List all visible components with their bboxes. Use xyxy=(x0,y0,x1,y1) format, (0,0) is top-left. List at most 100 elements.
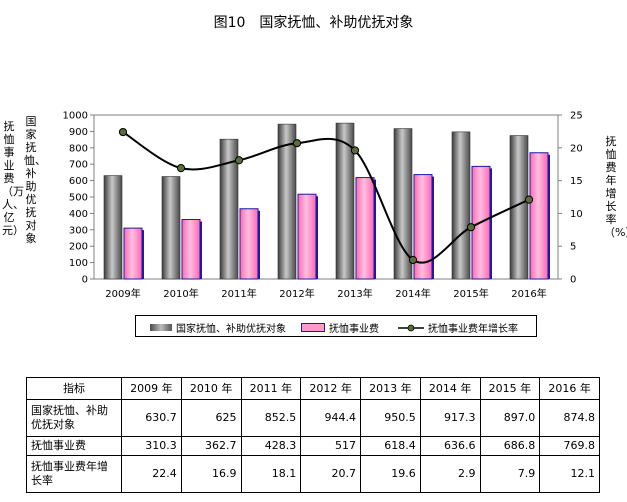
y-left-tick-label: 600 xyxy=(69,176,88,187)
y-right-tick-label: 5 xyxy=(570,242,576,253)
bar-expenditure xyxy=(181,219,201,280)
y-left-tick-label: 400 xyxy=(69,209,88,220)
growth-point xyxy=(408,255,418,265)
table-cell: 917.3 xyxy=(419,398,481,437)
bar-expenditure xyxy=(529,152,549,280)
legend-swatch-pink xyxy=(301,323,325,332)
series-bars-expenditure xyxy=(123,152,550,280)
table-cell: 686.8 xyxy=(479,435,541,456)
bar-pensioners xyxy=(219,138,239,280)
legend-item-growth: 抚恤事业费年增长率 xyxy=(398,320,518,335)
table-cell: 630.7 xyxy=(121,398,182,437)
bar-pensioners xyxy=(451,131,471,280)
table-header-cell: 2011 年 xyxy=(240,377,302,400)
y-right-axis-label: 抚恤费年增长率（%） xyxy=(604,135,627,239)
y-right-tick-label: 0 xyxy=(570,275,576,286)
legend-swatch-gray xyxy=(150,324,172,331)
y-left-tick-label: 0 xyxy=(82,275,88,286)
figure-title: 图10 国家抚恤、补助优抚对象 xyxy=(213,15,414,31)
table-cell: 18.1 xyxy=(240,454,302,494)
table-cell: 874.8 xyxy=(539,398,600,437)
legend-label-growth: 抚恤事业费年增长率 xyxy=(428,324,518,335)
table-cell: 944.4 xyxy=(300,398,361,437)
bar-pensioners xyxy=(103,175,123,280)
growth-line xyxy=(122,131,530,264)
table-header-cell: 2014 年 xyxy=(419,377,481,400)
y-left-tick-label: 900 xyxy=(69,127,88,138)
y-left-tick-label: 100 xyxy=(69,258,88,269)
bar-expenditure xyxy=(123,227,143,280)
data-table: 指标 2009 年 2010 年 2011 年 2012 年 2013 年 20… xyxy=(26,377,600,494)
series-bars-pensioners xyxy=(103,122,529,280)
table-cell: 362.7 xyxy=(180,435,242,456)
table-cell: 16.9 xyxy=(180,454,242,494)
y-right-tick-label: 15 xyxy=(570,176,583,187)
bar-expenditure xyxy=(413,174,433,280)
bar-pensioners xyxy=(277,123,297,280)
growth-point xyxy=(118,127,128,137)
chart-area: 2009年 2010年 2011年 2012年 2013年 2014年 2015年 2016年… xyxy=(63,111,583,301)
table-header-cell: 2016 年 xyxy=(539,377,600,400)
table-cell: 19.6 xyxy=(360,454,421,494)
x-axis-ticks: 2009年 2010年 2011年 2012年 2013年 2014年 2015年 2016年 xyxy=(105,287,546,300)
y-left-axis-label: 国家抚恤、补助优抚对象 xyxy=(24,115,46,245)
legend-item-pensioners: 国家抚恤、补助优抚对象 xyxy=(150,320,286,335)
y-right-tick-label: 25 xyxy=(570,111,583,122)
table-cell: 852.5 xyxy=(240,398,302,437)
legend-line-marker-icon xyxy=(398,324,424,331)
table-cell: 618.4 xyxy=(360,435,421,456)
y-left-tick-label: 200 xyxy=(69,242,88,253)
table-row: 抚恤事业费 310.3 362.7 428.3 517 618.4 636.6 … xyxy=(26,435,600,456)
table-row-name: 抚恤事业费 xyxy=(26,435,122,456)
table-cell: 22.4 xyxy=(121,454,182,494)
table-row: 国家抚恤、补助优抚对象 630.7 625 852.5 944.4 950.5 … xyxy=(26,398,600,437)
x-tick-label: 2016年 xyxy=(511,287,546,300)
table-cell: 7.9 xyxy=(479,454,541,494)
y-left-tick-label: 500 xyxy=(69,193,88,204)
y-right-axis-ticks: 0 5 10 15 20 25 xyxy=(558,111,583,286)
table-cell: 636.6 xyxy=(419,435,481,456)
y-right-tick-label: 20 xyxy=(570,143,583,154)
x-tick-label: 2014年 xyxy=(395,287,430,300)
table-cell: 310.3 xyxy=(121,435,182,456)
y-left-axis-ticks: 0 100 200 300 400 500 600 700 800 900 1000 xyxy=(63,111,94,286)
bar-pensioners xyxy=(509,135,529,280)
table-cell: 20.7 xyxy=(300,454,361,494)
chart-legend: 国家抚恤、补助优抚对象 抚恤事业费 抚恤事业费年增长率 xyxy=(135,315,537,337)
table-row: 抚恤事业费年增长率 22.4 16.9 18.1 20.7 19.6 2.9 7… xyxy=(26,454,600,494)
table-cell: 2.9 xyxy=(419,454,481,494)
growth-point xyxy=(234,156,244,165)
legend-item-expenditure: 抚恤事业费 xyxy=(301,320,379,335)
y-right-tick-label: 10 xyxy=(570,209,583,220)
table-header-cell: 2009 年 xyxy=(121,377,182,400)
table-cell: 897.0 xyxy=(479,398,541,437)
table-header-cell: 2013 年 xyxy=(360,377,421,400)
growth-point xyxy=(350,146,360,155)
table-cell: 517 xyxy=(300,435,361,456)
y-left-tick-label: 1000 xyxy=(63,111,88,122)
growth-point xyxy=(524,195,534,204)
y-left-tick-label: 700 xyxy=(69,160,88,171)
legend-label-pensioners: 国家抚恤、补助优抚对象 xyxy=(176,324,286,335)
y-left-unit-label: 抚恤事业费（万人、亿元） xyxy=(2,120,24,237)
bar-pensioners xyxy=(161,176,181,280)
legend-label-expenditure: 抚恤事业费 xyxy=(329,324,379,335)
bar-pensioners xyxy=(335,122,355,280)
table-header-cell: 2012 年 xyxy=(300,377,361,400)
bar-expenditure xyxy=(297,193,317,280)
table-header-cell: 指标 xyxy=(26,377,122,400)
x-tick-label: 2012年 xyxy=(279,287,314,300)
y-left-tick-label: 300 xyxy=(69,225,88,236)
table-cell: 428.3 xyxy=(240,435,302,456)
x-tick-label: 2013年 xyxy=(337,287,372,300)
table-cell: 12.1 xyxy=(539,454,600,494)
series-line-growth xyxy=(118,127,534,265)
table-row-name: 抚恤事业费年增长率 xyxy=(26,454,122,494)
table-cell: 950.5 xyxy=(360,398,421,437)
table-header-cell: 2010 年 xyxy=(180,377,242,400)
table-header-row: 指标 2009 年 2010 年 2011 年 2012 年 2013 年 20… xyxy=(26,377,600,400)
bar-expenditure xyxy=(239,208,259,280)
y-left-tick-label: 800 xyxy=(69,143,88,154)
bar-expenditure xyxy=(355,177,375,280)
x-tick-label: 2010年 xyxy=(163,287,198,300)
